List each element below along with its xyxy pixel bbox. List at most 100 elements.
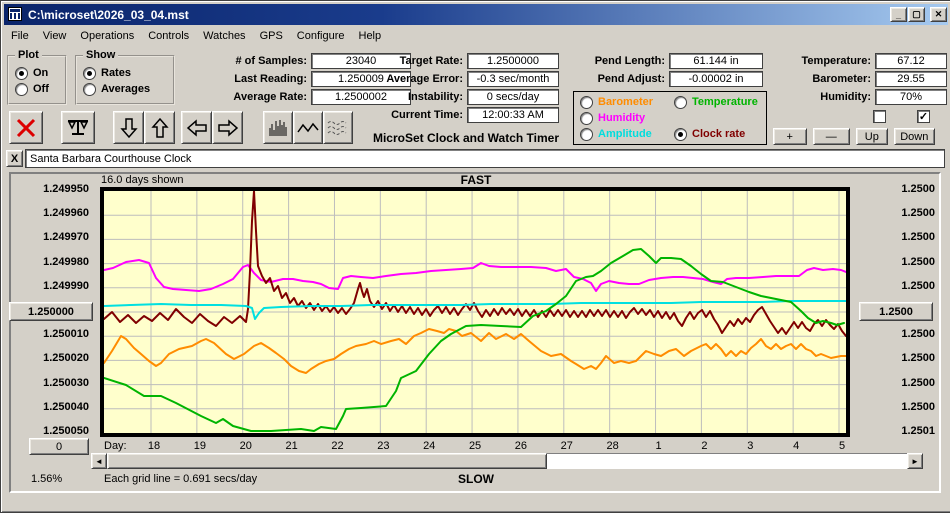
stat-value-field: -0.3 sec/month [467, 70, 559, 87]
y-axis-center-button[interactable]: 1.250000 [9, 302, 93, 321]
rate-stats: Target Rate: 1.2500000 Average Error: -0.3 … [357, 52, 559, 125]
close-button[interactable]: ✕ [930, 7, 947, 22]
scrollbar-right-arrow[interactable]: ► [907, 453, 923, 469]
title-bar[interactable]: C:\microset\2026_03_04.mst _ ▢ ✕ [4, 4, 948, 25]
scrollbar-thumb[interactable] [107, 453, 547, 469]
shift-up-button[interactable] [144, 111, 175, 144]
adjust-buttons: + — Up Down [773, 128, 935, 145]
down-button[interactable]: Down [893, 128, 935, 145]
menu-item-configure[interactable]: Configure [296, 29, 345, 42]
radio-icon [580, 111, 593, 125]
arrow-up-icon [150, 117, 169, 138]
histogram-view-button[interactable] [263, 111, 293, 144]
stat-value-field: 70% [875, 88, 947, 105]
up-button[interactable]: Up [856, 128, 888, 145]
radio-label: Rates [101, 67, 131, 79]
radio-label: On [33, 67, 49, 79]
show-group: Show Rates Averages [75, 49, 175, 105]
stat-label: Temperature: [801, 54, 871, 67]
radio-icon [580, 95, 593, 109]
series-option-clock-rate[interactable]: Clock rate [674, 126, 745, 142]
option-checkbox-2[interactable]: ✓ [917, 110, 930, 123]
y-axis-center-button[interactable]: 1.2500 [859, 302, 933, 321]
delete-button[interactable] [9, 111, 43, 144]
day-tick-label: 2 [701, 440, 708, 452]
day-tick-label: 27 [560, 440, 573, 452]
y-axis-tick-label: 1.250010 [43, 328, 89, 341]
minus-button[interactable]: — [812, 128, 851, 145]
scrollbar-left-arrow[interactable]: ◄ [91, 453, 107, 469]
stat-row: Average Error: -0.3 sec/month [357, 70, 559, 87]
plus-button[interactable]: + [773, 128, 807, 145]
stat-row: Average Rate: 1.2500002 [179, 88, 413, 105]
shift-down-button[interactable] [113, 111, 144, 144]
arrow-down-icon [119, 117, 138, 138]
y-axis-tick-label: 1.249990 [43, 279, 89, 292]
session-name-field[interactable]: Santa Barbara Courthouse Clock [25, 149, 945, 168]
series-option-label: Clock rate [692, 128, 746, 140]
scroll-right-button[interactable] [212, 111, 243, 144]
series-option-barometer[interactable]: Barometer [580, 94, 653, 110]
zero-button[interactable]: 0 [29, 438, 89, 455]
y-axis-tick-label: 1.250050 [43, 425, 89, 437]
stat-row: Temperature: 67.12 [769, 52, 949, 69]
menu-item-controls[interactable]: Controls [148, 29, 190, 42]
app-icon [8, 7, 22, 21]
stat-value-field: 1.2500000 [467, 52, 559, 69]
stat-value-field: -0.00002 in [669, 70, 763, 87]
menu-item-gps[interactable]: GPS [259, 29, 283, 42]
smooth-view-button[interactable] [323, 111, 353, 144]
y-axis-tick-label: 1.2500 [901, 255, 935, 268]
radio-icon [580, 127, 593, 141]
radio-icon [15, 66, 28, 80]
stat-value-field: 1.250009 [311, 70, 411, 87]
wavy-lines-icon [327, 120, 347, 135]
y-axis-tick-label: 1.249950 [43, 183, 89, 195]
scroll-left-button[interactable] [181, 111, 212, 144]
stat-value-field: 0 secs/day [467, 88, 559, 105]
series-option-temperature[interactable]: Temperature [674, 94, 758, 110]
menu-item-watches[interactable]: Watches [203, 29, 246, 42]
option-checkbox-1[interactable] [873, 110, 886, 123]
y-axis-tick-label: 1.2501 [901, 425, 935, 437]
series-barometer [103, 328, 847, 374]
day-tick-label: 21 [285, 440, 298, 452]
menu-item-file[interactable]: File [11, 29, 29, 42]
show-option-averages[interactable]: Averages [83, 81, 150, 97]
stat-label: Target Rate: [399, 54, 463, 67]
series-option-amplitude[interactable]: Amplitude [580, 126, 652, 142]
maximize-button[interactable]: ▢ [908, 7, 925, 22]
menu-item-help[interactable]: Help [358, 29, 382, 42]
day-tick-label: 20 [239, 440, 252, 452]
radio-icon [15, 82, 28, 96]
percent-label: 1.56% [31, 473, 63, 485]
series-option-humidity[interactable]: Humidity [580, 110, 645, 126]
minimize-button[interactable]: _ [890, 7, 907, 22]
y-axis-tick-label: 1.249970 [43, 231, 89, 244]
menu-item-operations[interactable]: Operations [80, 29, 135, 42]
balance-button[interactable] [61, 111, 95, 144]
day-tick-label: 24 [423, 440, 436, 452]
slow-label: SLOW [458, 472, 494, 486]
arrow-right-icon [217, 118, 238, 137]
day-tick-label: 5 [838, 440, 846, 452]
gridline-scale-label: Each grid line = 0.691 secs/day [104, 473, 258, 485]
session-close-button[interactable]: X [6, 150, 23, 167]
show-option-rates[interactable]: Rates [83, 65, 150, 81]
series-selector-panel: Barometer Humidity Amplitude Temperature Clo… [573, 91, 767, 145]
y-axis-tick-label: 1.249960 [43, 207, 89, 220]
zigzag-line-icon [297, 122, 319, 132]
menu-item-view[interactable]: View [42, 29, 67, 42]
plot-option-on[interactable]: On [15, 65, 49, 81]
window-title: C:\microset\2026_03_04.mst [28, 7, 189, 22]
stat-value-field: 61.144 in [669, 52, 763, 69]
rate-chart[interactable] [103, 190, 847, 433]
balance-scale-icon [67, 119, 89, 135]
plot-option-off[interactable]: Off [15, 81, 49, 97]
stat-row: Humidity: 70% [769, 88, 949, 105]
line-view-button[interactable] [293, 111, 323, 144]
app-name: MicroSet Clock and Watch Timer [372, 131, 560, 145]
day-tick-label: 1 [655, 440, 662, 452]
stat-row: Pend Length: 61.144 in [557, 52, 765, 69]
day-tick-label: 18 [147, 440, 161, 452]
